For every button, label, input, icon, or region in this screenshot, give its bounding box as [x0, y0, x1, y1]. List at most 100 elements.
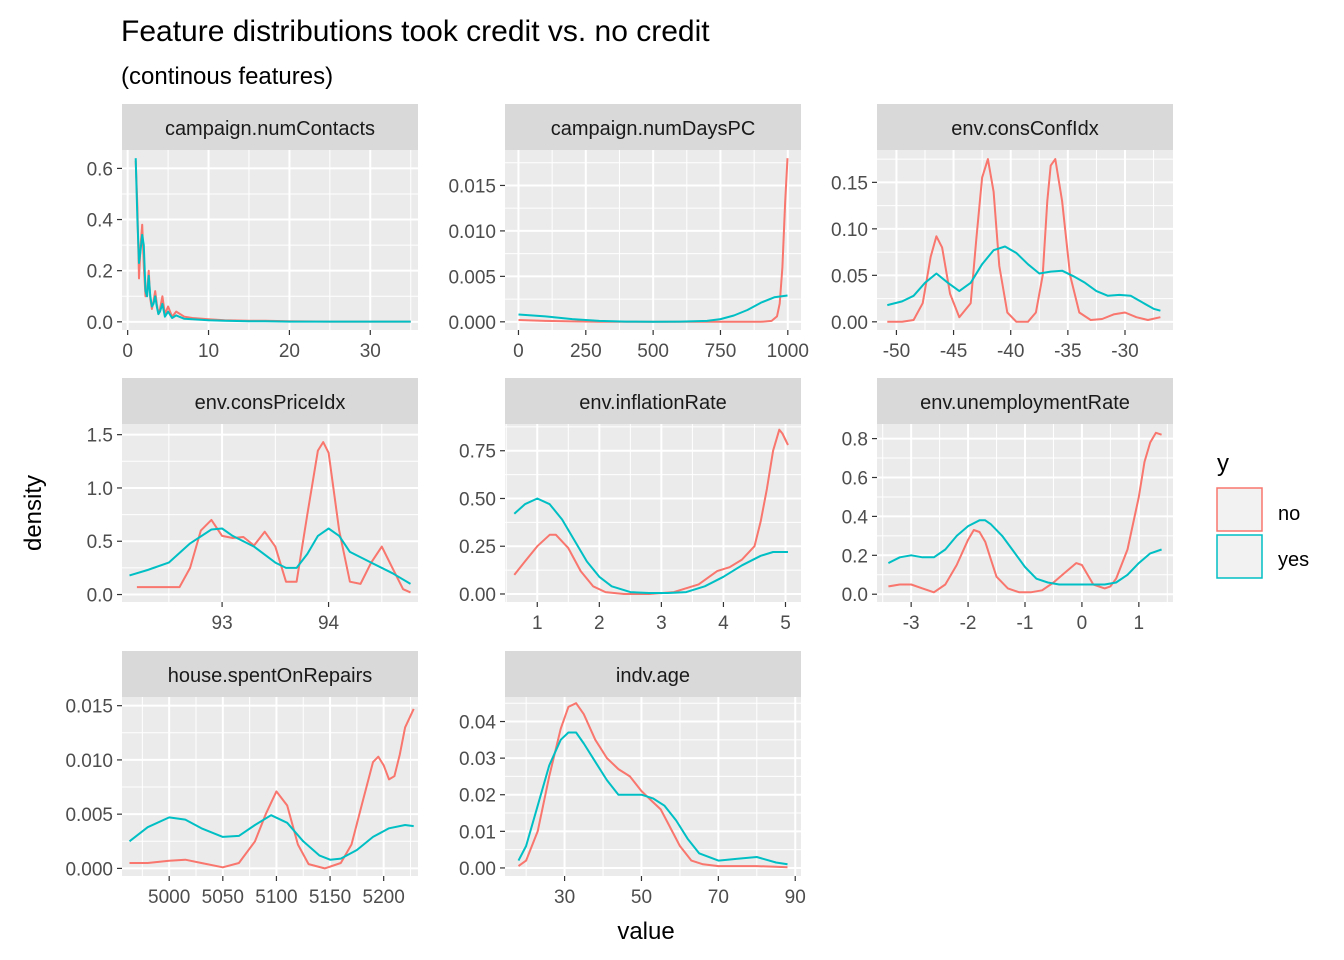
facet-strip [505, 651, 801, 697]
series-group [513, 428, 789, 595]
x-tick-label: 0 [513, 341, 524, 362]
panel-background [505, 424, 801, 602]
x-tick-label: 30 [360, 341, 381, 362]
x-tick-label: 94 [318, 613, 340, 634]
x-tick-label: -45 [940, 341, 967, 362]
y-tick-label: 0.0 [87, 586, 113, 607]
x-tick-label: 0 [122, 341, 133, 362]
density-line-no [129, 708, 415, 870]
facet-panel-env-consconfidx: env.consConfIdx -50 -45 -40 -35 -30 0.00 0.05 0.… [831, 104, 1173, 362]
y-tick-label: 0.010 [65, 751, 113, 772]
legend-key-no [1216, 487, 1263, 532]
gridlines [877, 424, 1173, 602]
x-tick-label: -3 [903, 613, 920, 634]
chart-title: Feature distributions took credit vs. no… [121, 15, 710, 48]
series-group [887, 431, 1162, 594]
panel-background [505, 697, 801, 876]
legend-label-no: no [1278, 503, 1300, 525]
y-tick-label: 1.0 [87, 479, 113, 500]
y-tick-label: 0.015 [65, 697, 113, 718]
y-tick-label: 0.05 [831, 266, 868, 287]
series-group [517, 702, 788, 869]
density-line-yes [134, 158, 411, 323]
legend-label-yes: yes [1278, 549, 1309, 571]
density-line-yes [517, 731, 788, 866]
facet-strip [122, 651, 418, 697]
density-line-no [517, 702, 788, 869]
gridlines [122, 424, 418, 602]
facet-strip-label: indv.age [616, 665, 690, 687]
facet-strip-label: house.spentOnRepairs [168, 665, 373, 687]
y-tick-label: 0.2 [842, 546, 868, 567]
y-tick-label: 0.000 [448, 313, 496, 334]
density-line-yes [887, 519, 1162, 586]
y-tick-label: 1.5 [87, 426, 113, 447]
y-tick-label: 0.6 [842, 468, 868, 489]
facet-strip [122, 378, 418, 424]
facet-strip-label: env.consConfIdx [951, 118, 1099, 140]
x-tick-label: -2 [960, 613, 977, 634]
x-tick-label: 5150 [309, 887, 351, 908]
y-tick-label: 0.0 [842, 585, 868, 606]
y-tick-label: 0.50 [459, 489, 496, 510]
x-tick-label: 1000 [767, 341, 809, 362]
x-tick-label: 93 [212, 613, 233, 634]
density-line-yes [129, 527, 412, 585]
density-line-no [888, 431, 1162, 594]
facet-panel-env-conspriceidx: env.consPriceIdx 93 94 0.0 0.5 1.0 1.5 [87, 378, 418, 634]
y-tick-label: 0.010 [448, 222, 496, 243]
y-tick-label: 0.00 [459, 859, 496, 880]
series-group [887, 158, 1161, 323]
x-tick-label: 5 [780, 613, 791, 634]
series-group [128, 708, 415, 870]
y-axis-label: density [20, 475, 47, 551]
x-tick-label: 0 [1077, 613, 1088, 634]
facet-strip [877, 104, 1173, 150]
x-tick-label: 50 [631, 887, 652, 908]
x-tick-label: 10 [198, 341, 219, 362]
x-tick-label: 3 [656, 613, 667, 634]
x-tick-label: 1 [532, 613, 543, 634]
y-tick-label: 0.04 [459, 713, 496, 734]
y-tick-label: 0.8 [842, 430, 868, 451]
density-line-no [518, 158, 789, 323]
y-tick-label: 0.25 [459, 537, 496, 558]
panel-background [877, 150, 1173, 330]
x-tick-label: 4 [718, 613, 729, 634]
gridlines [505, 424, 801, 602]
x-tick-label: 20 [279, 341, 300, 362]
facet-panel-env-unemploymentrate: env.unemploymentRate -3 -2 -1 0 1 0.0 0.2 0.4 0.6… [842, 378, 1173, 634]
y-tick-label: 0.03 [459, 749, 496, 770]
density-line-yes [513, 497, 788, 594]
x-tick-label: 30 [554, 887, 575, 908]
density-line-yes [887, 245, 1161, 312]
y-tick-label: 0.4 [842, 507, 869, 528]
series-group [134, 158, 411, 323]
facet-panel-campaign-numcontacts: campaign.numContacts 0 10 20 30 0.0 0.2 0.4 0.6 [87, 104, 418, 362]
y-tick-label: 0.015 [448, 176, 496, 197]
y-tick-label: 0.02 [459, 786, 496, 807]
density-line-no [136, 441, 411, 594]
series-group [518, 158, 789, 323]
y-tick-label: 0.005 [65, 805, 113, 826]
facet-strip [122, 104, 418, 150]
x-tick-label: -40 [997, 341, 1024, 362]
facet-panel-indv-age: indv.age 30 50 70 90 0.00 0.01 0.02 0.03 0.04 [459, 651, 806, 908]
y-tick-label: 0.5 [87, 532, 113, 553]
panel-background [122, 150, 418, 330]
series-group [129, 441, 412, 594]
density-line-yes [128, 814, 414, 861]
facet-panel-campaign-numdayspc: campaign.numDaysPC 0 250 500 750 1000 0.000 0.0… [448, 104, 809, 362]
chart-subtitle: (continous features) [121, 63, 333, 90]
y-tick-label: 0.4 [87, 211, 114, 232]
panel-background [122, 424, 418, 602]
facet-strip-label: campaign.numDaysPC [551, 118, 756, 140]
legend-title: y [1217, 450, 1229, 477]
x-tick-label: 1 [1134, 613, 1145, 634]
x-tick-label: -1 [1017, 613, 1034, 634]
x-tick-label: 70 [708, 887, 729, 908]
y-tick-label: 0.75 [459, 442, 496, 463]
y-tick-label: 0.0 [87, 313, 113, 334]
